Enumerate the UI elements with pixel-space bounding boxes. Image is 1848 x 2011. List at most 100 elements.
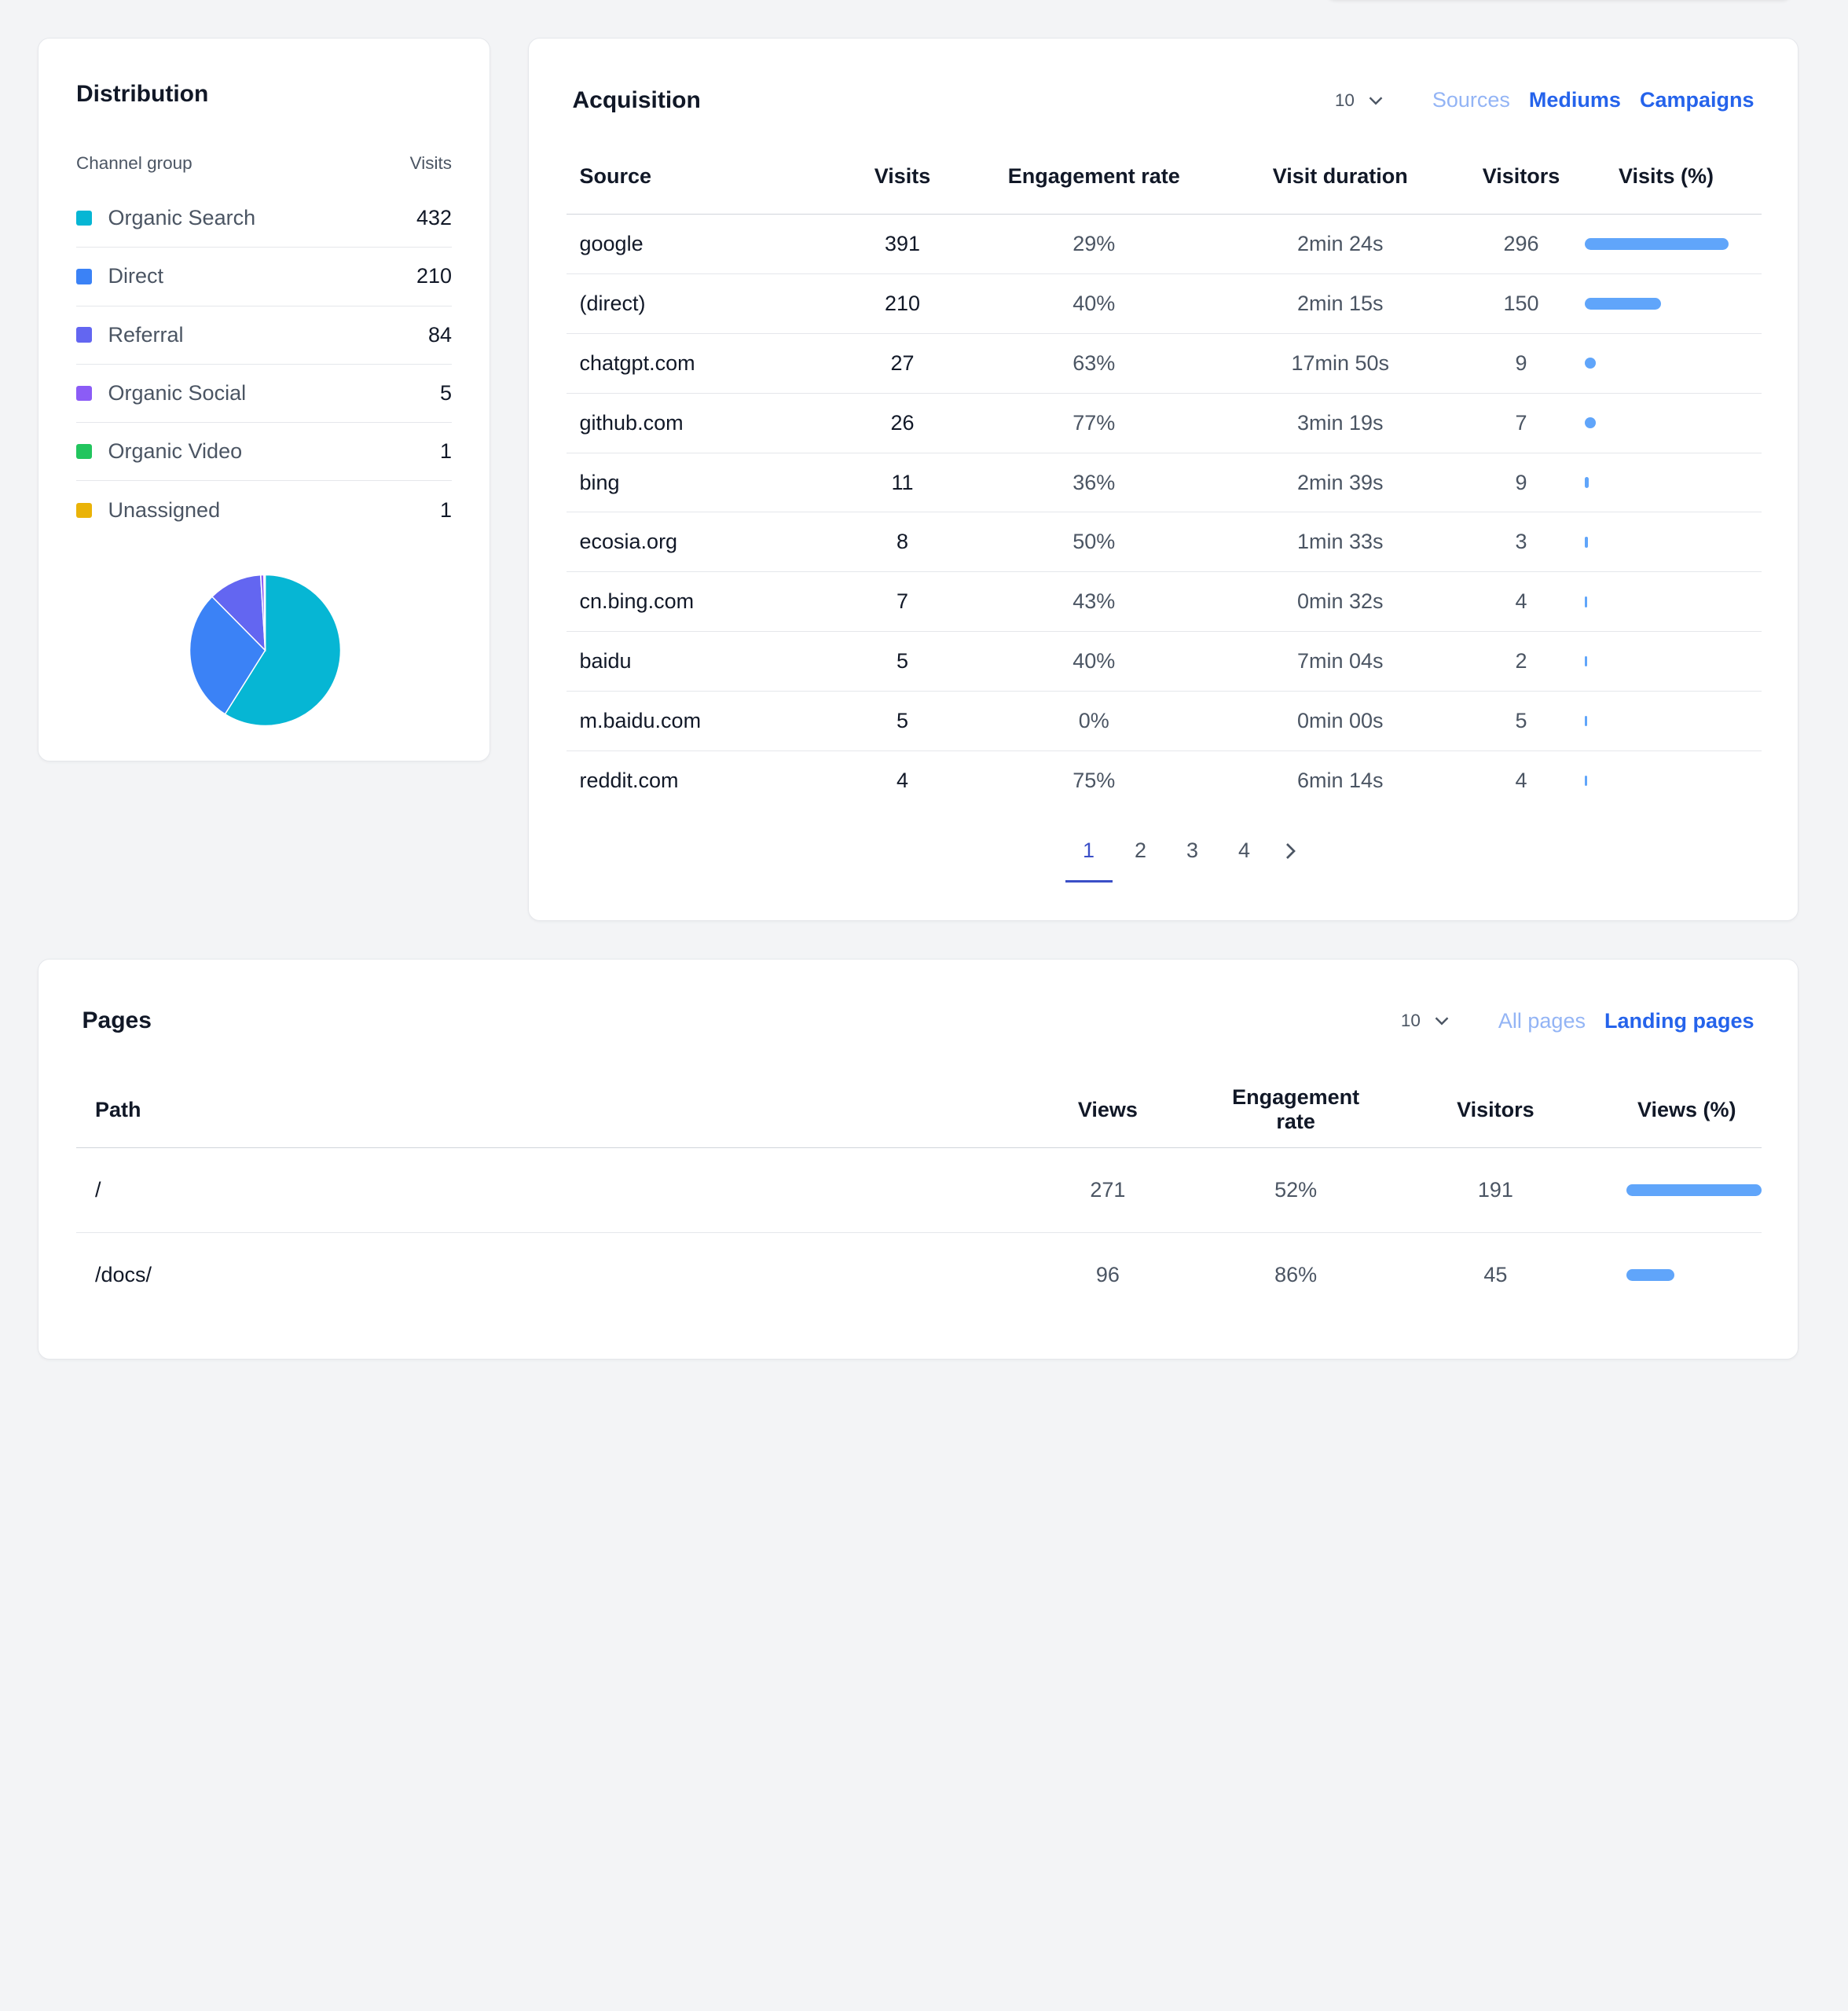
table-row[interactable]: reddit.com 4 75% 6min 14s 4 xyxy=(566,751,1762,811)
pages-header-row: Path Views Engagement rate Visitors View… xyxy=(76,1072,1762,1149)
visitors-cell: 4 xyxy=(1515,769,1527,793)
page-size-value: 10 xyxy=(1400,1011,1421,1030)
tab-campaigns[interactable]: Campaigns xyxy=(1639,88,1754,112)
next-page-button[interactable] xyxy=(1285,833,1296,883)
source-cell: m.baidu.com xyxy=(566,691,826,752)
visits-pct-bar xyxy=(1585,477,1590,488)
visitors-cell: 4 xyxy=(1472,571,1571,633)
col-engagement-rate[interactable]: Engagement rate xyxy=(1212,1072,1380,1149)
chevron-right-icon xyxy=(1285,842,1296,859)
visitors-cell: 45 xyxy=(1483,1263,1508,1287)
path-cell: /docs/ xyxy=(95,1263,152,1287)
tab-mediums[interactable]: Mediums xyxy=(1528,88,1621,112)
source-cell: ecosia.org xyxy=(566,512,826,573)
visitors-cell: 150 xyxy=(1472,273,1571,334)
acquisition-card: Acquisition 10 Sources Mediums Campaigns… xyxy=(528,38,1798,921)
channel-swatch xyxy=(76,385,92,402)
duration-cell: 2min 24s xyxy=(1208,214,1472,274)
views-cell: 96 xyxy=(1095,1263,1120,1287)
visits-cell: 4 xyxy=(896,769,909,793)
channel-row: Organic Video 1 xyxy=(76,423,452,482)
tab-all-pages[interactable]: All pages xyxy=(1498,1008,1586,1033)
pie-slice-unassigned[interactable] xyxy=(263,574,266,651)
col-views[interactable]: Views xyxy=(1003,1072,1213,1149)
table-row[interactable]: /271 52% 191 xyxy=(76,1147,1762,1234)
pie-slice-referral[interactable] xyxy=(211,574,266,652)
views-pct-cell xyxy=(1612,1233,1762,1318)
views-cell: 271 xyxy=(1003,1147,1213,1234)
channel-visits: 1 xyxy=(439,497,452,522)
tab-sources[interactable]: Sources xyxy=(1432,88,1510,112)
channel-swatch xyxy=(76,269,92,284)
channel-name: Direct xyxy=(108,264,164,288)
source-cell: reddit.com xyxy=(579,769,679,793)
duration-cell: 2min 15s xyxy=(1208,273,1472,334)
channel-name: Unassigned xyxy=(108,497,221,522)
engagement-cell: 43% xyxy=(979,571,1209,633)
col-visitors[interactable]: Visitors xyxy=(1379,1072,1612,1149)
source-cell: github.com xyxy=(566,393,826,453)
col-visit-duration[interactable]: Visit duration xyxy=(1208,138,1472,215)
col-views-pct[interactable]: Views (%) xyxy=(1612,1072,1762,1149)
page-3-button[interactable]: 3 xyxy=(1186,839,1199,862)
acquisition-page-size-select[interactable]: 10 xyxy=(1335,90,1383,111)
channel-name: Referral xyxy=(108,322,184,347)
visits-pct-bar xyxy=(1585,655,1587,667)
table-row[interactable]: chatgpt.com 27 63% 17min 50s 9 xyxy=(566,333,1762,394)
col-visits[interactable]: Visits xyxy=(826,138,979,215)
channel-visits: 5 xyxy=(439,380,452,405)
table-row[interactable]: /docs/96 86% 45 xyxy=(76,1233,1762,1318)
tab-landing-pages[interactable]: Landing pages xyxy=(1604,1008,1754,1033)
pages-page-size-select[interactable]: 10 xyxy=(1401,1011,1449,1031)
channel-name: Organic Video xyxy=(108,439,243,464)
channel-row: Unassigned 1 xyxy=(76,481,452,539)
source-cell: (direct) xyxy=(566,273,826,334)
duration-cell: 7min 04s xyxy=(1208,631,1472,692)
table-row[interactable]: cn.bing.com 7 43% 0min 32s 4 xyxy=(566,571,1762,633)
engagement-cell: 29% xyxy=(979,214,1209,274)
visitors-cell: 2 xyxy=(1472,631,1571,692)
table-row[interactable]: github.com 26 77% 3min 19s 7 xyxy=(566,393,1762,453)
source-cell: google xyxy=(566,214,826,274)
col-source[interactable]: Source xyxy=(566,138,826,215)
col-path[interactable]: Path xyxy=(76,1072,1003,1149)
table-row[interactable]: m.baidu.com 5 0% 0min 00s 5 xyxy=(566,691,1762,752)
table-row[interactable]: (direct) 210 40% 2min 15s 150 xyxy=(566,273,1762,334)
acquisition-pagination: 1 2 3 4 xyxy=(1063,833,1296,883)
visits-pct-cell xyxy=(1571,333,1762,394)
acquisition-header-row: Source Visits Engagement rate Visit dura… xyxy=(566,138,1762,215)
table-row[interactable]: ecosia.org 8 50% 1min 33s 3 xyxy=(566,512,1762,573)
engagement-cell: 63% xyxy=(979,333,1209,394)
engagement-cell: 50% xyxy=(979,512,1209,573)
visits-header: Visits xyxy=(409,152,452,173)
pie-slice-organic-search[interactable] xyxy=(223,574,341,727)
table-row[interactable]: bing 11 36% 2min 39s 9 xyxy=(566,453,1762,513)
engagement-cell: 75% xyxy=(1072,769,1116,793)
channel-name: Organic Social xyxy=(108,380,247,405)
col-engagement-rate[interactable]: Engagement rate xyxy=(979,138,1209,215)
pie-slice-direct[interactable] xyxy=(189,596,266,715)
acquisition-title: Acquisition xyxy=(572,86,701,113)
col-visitors[interactable]: Visitors xyxy=(1472,138,1571,215)
visits-pct-bar xyxy=(1585,237,1729,250)
engagement-cell: 0% xyxy=(979,691,1209,752)
page-2-button[interactable]: 2 xyxy=(1134,839,1147,862)
page-4-button[interactable]: 4 xyxy=(1238,839,1251,862)
channel-group-header: Channel group xyxy=(76,152,192,173)
page-1-button[interactable]: 1 xyxy=(1065,833,1113,883)
chevron-down-icon xyxy=(1369,96,1383,105)
distribution-title: Distribution xyxy=(76,81,209,107)
visitors-cell: 5 xyxy=(1472,691,1571,752)
visits-pct-cell xyxy=(1571,393,1762,453)
channel-swatch xyxy=(76,210,92,226)
visits-pct-bar xyxy=(1585,715,1587,727)
engagement-cell: 86% xyxy=(1274,1263,1318,1287)
pages-controls: 10 All pages Landing pages xyxy=(1401,1009,1754,1033)
table-row[interactable]: baidu 5 40% 7min 04s 2 xyxy=(566,631,1762,692)
col-visits-pct[interactable]: Visits (%) xyxy=(1571,138,1762,215)
channel-visits: 210 xyxy=(416,264,452,288)
acquisition-controls: 10 Sources Mediums Campaigns xyxy=(1335,88,1754,112)
path-cell: / xyxy=(76,1147,1003,1234)
table-row[interactable]: google 391 29% 2min 24s 296 xyxy=(566,214,1762,274)
visits-cell: 5 xyxy=(826,631,979,692)
